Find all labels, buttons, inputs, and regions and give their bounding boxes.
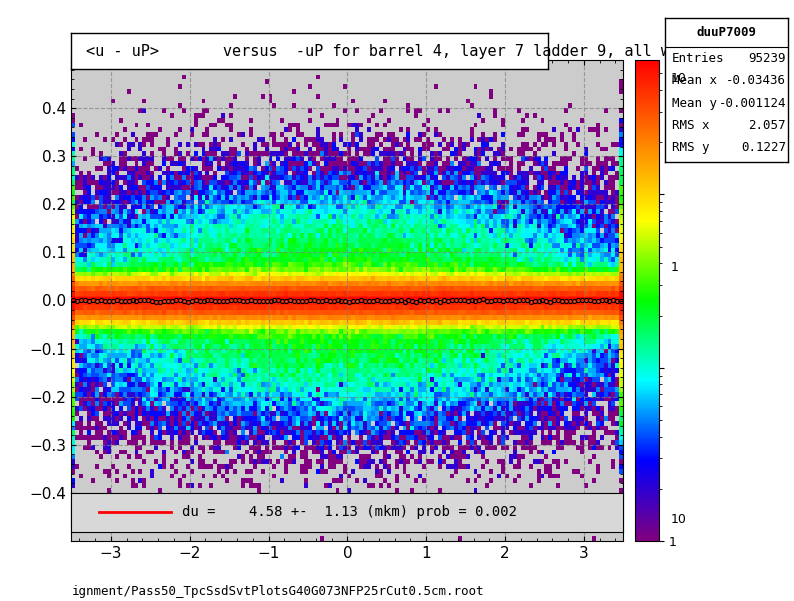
Text: RMS x: RMS x [672,119,709,132]
Text: 10: 10 [671,513,687,526]
Text: du =    4.58 +-  1.13 (mkm) prob = 0.002: du = 4.58 +- 1.13 (mkm) prob = 0.002 [182,505,517,519]
Text: duuP7009: duuP7009 [697,26,757,39]
Text: 95239: 95239 [749,52,786,65]
Text: 2.057: 2.057 [749,119,786,132]
Text: ignment/Pass50_TpcSsdSvtPlotsG40G073NFP25rCut0.5cm.root: ignment/Pass50_TpcSsdSvtPlotsG40G073NFP2… [71,585,484,598]
Text: -0.03436: -0.03436 [726,75,786,87]
Text: Mean y: Mean y [672,97,716,109]
Text: Entries: Entries [672,52,724,65]
Text: 10: 10 [671,72,687,85]
Text: <u - uP>       versus  -uP for barrel 4, layer 7 ladder 9, all wafers: <u - uP> versus -uP for barrel 4, layer … [86,44,715,58]
Text: Mean x: Mean x [672,75,716,87]
Text: 1: 1 [671,261,679,274]
Text: 0.1227: 0.1227 [741,141,786,154]
Text: -0.001124: -0.001124 [719,97,786,109]
Text: RMS y: RMS y [672,141,709,154]
